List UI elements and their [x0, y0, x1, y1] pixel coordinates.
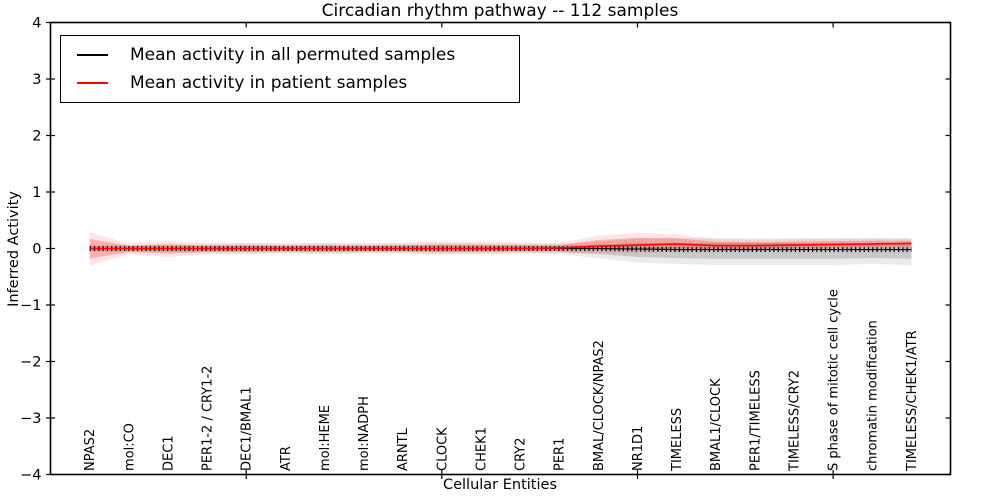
- category-label: BMAL1/CLOCK: [709, 378, 724, 471]
- y-tick-label: 1: [32, 185, 41, 201]
- category-label: NR1D1: [631, 426, 646, 471]
- legend-line-patient-icon: [77, 82, 108, 84]
- category-label: TIMELESS/CRY2: [788, 370, 803, 472]
- category-label: TIMELESS/CHEK1/ATR: [905, 330, 920, 472]
- y-tick-label: 3: [32, 72, 41, 88]
- category-label: ARNTL: [396, 427, 411, 471]
- category-label: DEC1: [161, 435, 176, 471]
- category-label: chromatin modification: [866, 320, 881, 471]
- y-tick-label: 0: [32, 242, 41, 258]
- x-axis-label: Cellular Entities: [442, 477, 558, 493]
- category-label: TIMELESS: [670, 408, 685, 472]
- category-label: ATR: [279, 446, 294, 471]
- legend-label-patient: Mean activity in patient samples: [130, 73, 408, 93]
- legend-label-permuted: Mean activity in all permuted samples: [130, 45, 456, 65]
- y-tick-label: −2: [20, 355, 41, 371]
- category-label: PER1-2 / CRY1-2: [201, 366, 216, 471]
- band-permuted-inner: [89, 242, 912, 259]
- chart-title: Circadian rhythm pathway -- 112 samples: [321, 1, 679, 21]
- y-tick-label: 4: [32, 16, 41, 32]
- y-tick-label: 2: [32, 129, 41, 145]
- legend-item-permuted: Mean activity in all permuted samples: [61, 41, 519, 69]
- category-label: PER1/TIMELESS: [748, 370, 763, 471]
- category-label: CHEK1: [474, 427, 489, 471]
- y-tick-label: −1: [20, 298, 41, 314]
- category-label: NPAS2: [83, 429, 98, 471]
- category-label: DEC1/BMAL1: [240, 387, 255, 472]
- y-tick-label: −3: [20, 411, 41, 427]
- legend-item-patient: Mean activity in patient samples: [61, 69, 519, 97]
- category-label: mol:HEME: [318, 405, 333, 471]
- category-label: BMAL/CLOCK/NPAS2: [592, 340, 607, 471]
- y-tick-label: −4: [20, 468, 41, 484]
- mean-line-patient: [89, 242, 912, 250]
- category-label: S phase of mitotic cell cycle: [827, 289, 842, 471]
- category-label: PER1: [553, 438, 568, 471]
- category-label: CLOCK: [435, 427, 450, 471]
- y-axis-label: Inferred Activity: [6, 191, 22, 307]
- category-label: CRY2: [514, 438, 529, 472]
- category-label: mol:NADPH: [357, 396, 372, 471]
- category-label: mol:CO: [122, 423, 137, 471]
- legend-line-permuted-icon: [77, 54, 108, 56]
- legend: Mean activity in all permuted samples Me…: [60, 35, 520, 103]
